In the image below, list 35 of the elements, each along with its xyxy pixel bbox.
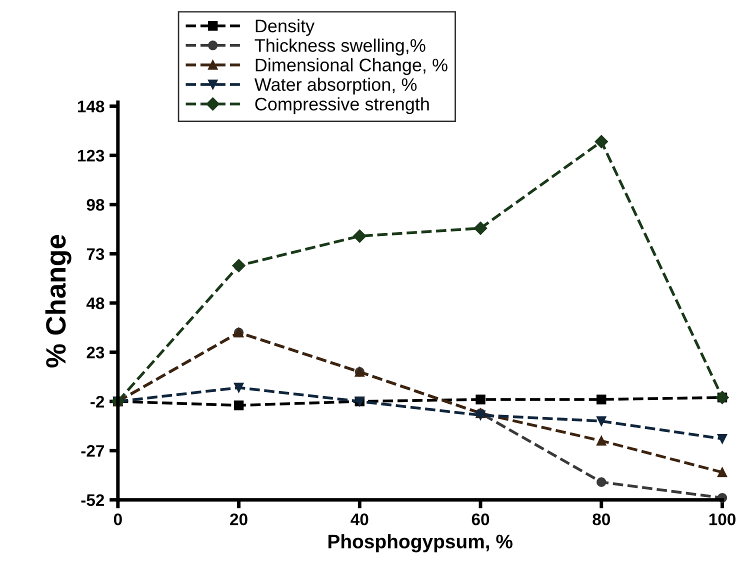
point (232, 259, 246, 272)
point (594, 135, 608, 148)
point (596, 416, 606, 426)
point (717, 467, 728, 478)
y-tick-label: -27 (81, 445, 104, 457)
x-tick-label: 0 (114, 513, 122, 526)
y-tick-label: -52 (81, 494, 104, 506)
y-tick-label: 23 (86, 346, 104, 358)
legend-label: Density (256, 19, 315, 36)
x-axis-title: Phosphogypsum, % (328, 534, 512, 552)
y-tick-label: 48 (86, 297, 104, 310)
point (476, 394, 486, 404)
point (234, 382, 244, 393)
point (717, 434, 728, 444)
point (596, 477, 606, 487)
x-tick-label: 20 (230, 513, 248, 526)
x-tick-label: 60 (472, 513, 490, 526)
legend-label: Thickness swelling,% (254, 38, 426, 56)
point (596, 436, 606, 446)
y-axis-title: % Change (45, 234, 72, 368)
x-tick-label: 80 (592, 513, 610, 526)
point (474, 222, 488, 235)
x-tick-label: 40 (350, 513, 368, 526)
legend-label: Water absorption, % (254, 78, 417, 95)
y-tick-label: 73 (86, 248, 104, 260)
point (596, 394, 606, 404)
legend-label: Dimensional Change, % (256, 58, 448, 75)
y-tick-label: 98 (86, 198, 104, 211)
y-tick-label: -2 (90, 396, 104, 408)
x-tick-label: 100 (709, 513, 736, 526)
point (353, 230, 366, 243)
legend-label: Compressive strength (255, 97, 429, 114)
y-tick-label: 148 (78, 100, 104, 112)
point (234, 400, 244, 410)
y-tick-label: 123 (78, 150, 104, 162)
